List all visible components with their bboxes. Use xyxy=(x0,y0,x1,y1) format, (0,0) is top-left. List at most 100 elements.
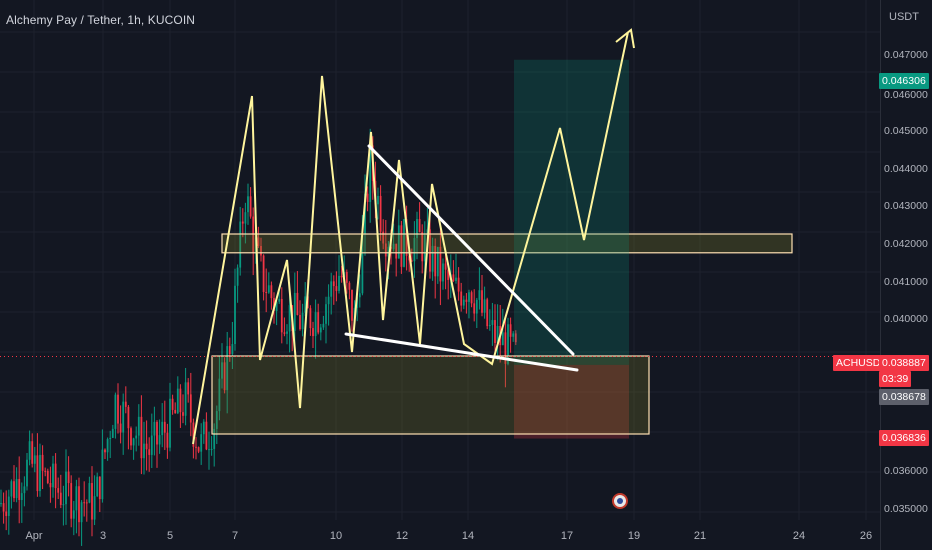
candle-body xyxy=(278,298,281,302)
candle-body xyxy=(10,481,13,497)
upper-trend-line xyxy=(367,144,575,356)
zigzag-projection-line xyxy=(192,31,629,445)
candle-body xyxy=(202,421,205,435)
candle-body xyxy=(332,281,335,287)
candle-body xyxy=(488,324,491,327)
candle-body xyxy=(28,441,31,460)
candle-body xyxy=(140,416,143,459)
candle-body xyxy=(265,291,268,293)
candle-body xyxy=(15,478,18,499)
candle-body xyxy=(478,290,481,300)
candle-body xyxy=(288,305,291,332)
currency-label: USDT xyxy=(889,11,919,23)
candle-body xyxy=(44,470,47,472)
candle-body xyxy=(231,344,234,355)
candle-body xyxy=(429,229,431,272)
drawing-zones xyxy=(0,59,880,439)
price-tick: 0.040000 xyxy=(884,313,928,325)
candle-body xyxy=(228,346,231,355)
candle-body xyxy=(392,243,395,250)
date-tick: Apr xyxy=(25,530,43,542)
resistance-zone xyxy=(221,233,793,254)
candle-body xyxy=(317,312,320,333)
candle-body xyxy=(239,221,242,268)
price-tick: 0.042000 xyxy=(884,238,928,250)
candle-body xyxy=(171,398,174,410)
candle-body xyxy=(93,496,96,520)
candle-body xyxy=(156,421,158,445)
candle-body xyxy=(46,470,49,483)
candle-body xyxy=(150,435,153,455)
candle-body xyxy=(486,299,489,327)
candle-body xyxy=(416,219,418,239)
candle-body xyxy=(501,332,504,346)
candle-body xyxy=(78,486,80,523)
bar-countdown-tag: 03:39 xyxy=(879,371,912,387)
candle-body xyxy=(213,428,216,449)
date-tick: 17 xyxy=(560,530,574,542)
candle-body xyxy=(83,502,86,504)
candle-body xyxy=(327,296,330,305)
candle-body xyxy=(106,439,109,453)
price-tick: 0.035000 xyxy=(884,503,928,515)
candle-body xyxy=(241,221,244,224)
candle-body xyxy=(262,255,265,292)
candle-body xyxy=(182,412,184,416)
price-tick: 0.045000 xyxy=(884,125,928,137)
price-tick: 0.046000 xyxy=(884,89,928,101)
candle-body xyxy=(161,421,164,436)
entry-price-tag: 0.038678 xyxy=(879,389,929,405)
candle-body xyxy=(452,274,455,281)
candle-body xyxy=(280,298,283,333)
candle-body xyxy=(345,271,348,283)
stop-zone xyxy=(514,364,629,439)
candle-body xyxy=(496,325,499,343)
candle-body xyxy=(114,394,117,429)
candle-body xyxy=(504,332,507,364)
candle-body xyxy=(148,449,151,455)
candle-body xyxy=(132,438,135,446)
candle-body xyxy=(403,219,405,267)
candle-body xyxy=(163,421,166,433)
candle-body xyxy=(111,428,114,438)
candle-body xyxy=(299,314,301,330)
candle-body xyxy=(189,394,192,423)
candle-body xyxy=(283,332,286,334)
date-tick: 12 xyxy=(395,530,409,542)
candle-body xyxy=(135,435,138,439)
candle-body xyxy=(338,275,340,291)
candle-body xyxy=(117,394,119,424)
candle-body xyxy=(122,401,125,433)
us-flag-icon[interactable] xyxy=(612,493,628,509)
candle-body xyxy=(293,292,296,331)
price-tick: 0.043000 xyxy=(884,200,928,212)
candle-body xyxy=(13,481,15,499)
candle-body xyxy=(384,243,387,257)
candle-body xyxy=(348,282,351,290)
candle-body xyxy=(104,449,106,453)
candle-body xyxy=(405,219,408,256)
candle-body xyxy=(512,333,515,337)
candle-body xyxy=(39,454,41,492)
candle-body xyxy=(325,304,327,324)
date-tick: 3 xyxy=(99,530,107,542)
candle-body xyxy=(226,346,229,391)
lower-trend-line xyxy=(344,332,579,372)
candle-body xyxy=(340,275,343,278)
candle-body xyxy=(447,269,450,280)
price-tick: 0.044000 xyxy=(884,163,928,175)
candle-body xyxy=(358,293,361,298)
candle-body xyxy=(309,308,312,329)
candle-body xyxy=(366,193,369,202)
candle-body xyxy=(465,299,468,302)
candle-body xyxy=(296,292,299,315)
candle-body xyxy=(96,476,99,497)
candle-body xyxy=(223,362,226,391)
candle-body xyxy=(18,478,21,500)
candle-body xyxy=(322,323,325,328)
candle-body xyxy=(158,435,161,445)
target-price-tag: 0.046306 xyxy=(879,73,929,89)
candle-body xyxy=(153,421,156,436)
